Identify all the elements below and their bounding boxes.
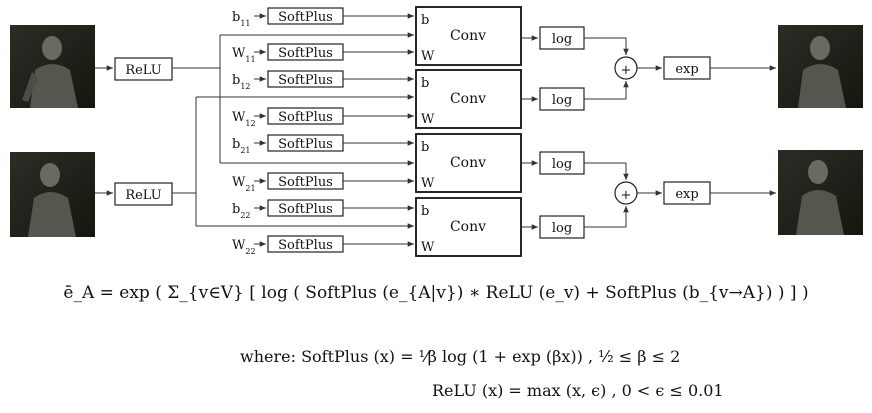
softplus-label: SoftPlus xyxy=(278,175,333,190)
softplus-row-8: W22 SoftPlus xyxy=(232,235,414,256)
conv-block-3: b W Conv xyxy=(415,133,522,193)
svg-text:ReLU: ReLU xyxy=(125,188,161,203)
conv-block-2: b W Conv xyxy=(415,69,522,129)
conv-port-b: b xyxy=(421,140,429,155)
relu-bottom-wires xyxy=(172,94,414,229)
param-label: W11 xyxy=(232,46,256,64)
network-diagram: ReLU ReLU b11 SoftPlus W11 SoftPlus b12 SoftP… xyxy=(10,6,863,257)
param-label: W21 xyxy=(232,175,256,193)
softplus-definition: where: SoftPlus (x) = ¹⁄β log (1 + exp (… xyxy=(240,347,681,366)
conv-port-b: b xyxy=(421,13,429,28)
softplus-row-6: W21 SoftPlus xyxy=(232,172,414,193)
input-image-bottom xyxy=(10,152,95,237)
relu-box-bottom: ReLU xyxy=(95,182,173,206)
param-label: b11 xyxy=(232,10,251,28)
softplus-row-4: W12 SoftPlus xyxy=(232,107,414,128)
softplus-label: SoftPlus xyxy=(278,137,333,152)
softplus-row-5: b21 SoftPlus xyxy=(232,134,414,155)
conv-port-w: W xyxy=(421,176,435,191)
conv-port-w: W xyxy=(421,49,435,64)
softplus-row-1: b11 SoftPlus xyxy=(232,7,414,28)
softplus-label: SoftPlus xyxy=(278,110,333,125)
conv-port-w: W xyxy=(421,240,435,255)
softplus-label: SoftPlus xyxy=(278,73,333,88)
svg-text:ReLU: ReLU xyxy=(125,63,161,78)
softplus-row-7: b22 SoftPlus xyxy=(232,199,414,220)
softplus-label: SoftPlus xyxy=(278,46,333,61)
exp-label: exp xyxy=(675,62,698,77)
svg-text:+: + xyxy=(621,63,632,78)
param-label: W12 xyxy=(232,110,256,128)
param-label: b12 xyxy=(232,73,251,91)
relu-top-wires xyxy=(172,32,414,166)
conv-label: Conv xyxy=(450,91,486,107)
svg-text:log: log xyxy=(552,93,572,108)
post-processing: log log log log + exp + exp xyxy=(521,26,776,239)
relu-definition: ReLU (x) = max (x, ϵ) , 0 < ϵ ≤ 0.01 xyxy=(432,381,724,400)
svg-text:log: log xyxy=(552,32,572,47)
log-block-1: log xyxy=(521,26,585,50)
svg-text:+: + xyxy=(621,188,632,203)
output-image-top xyxy=(778,25,863,108)
softplus-row-2: W11 SoftPlus xyxy=(232,43,414,64)
param-label: b21 xyxy=(232,137,251,155)
conv-block-1: b W Conv xyxy=(415,6,522,66)
softplus-rows: b11 SoftPlus W11 SoftPlus b12 SoftPlus W12 Soft… xyxy=(232,7,414,256)
log-block-4: log xyxy=(521,215,585,239)
conv-block-4: b W Conv xyxy=(415,197,522,257)
conv-port-b: b xyxy=(421,76,429,91)
log-block-2: log xyxy=(521,87,585,111)
sum-node-2: + exp xyxy=(584,162,776,228)
output-image-bottom xyxy=(778,150,863,235)
svg-text:log: log xyxy=(552,157,572,172)
param-label: b22 xyxy=(232,202,251,220)
relu-box-top: ReLU xyxy=(95,57,173,81)
conv-label: Conv xyxy=(450,219,486,235)
conv-port-w: W xyxy=(421,112,435,127)
softplus-label: SoftPlus xyxy=(278,10,333,25)
softplus-row-3: b12 SoftPlus xyxy=(232,70,414,91)
exp-label: exp xyxy=(675,187,698,202)
sum-node-1: + exp xyxy=(584,37,776,100)
conv-label: Conv xyxy=(450,28,486,44)
svg-text:log: log xyxy=(552,221,572,236)
param-label: W22 xyxy=(232,238,256,256)
conv-port-b: b xyxy=(421,204,429,219)
conv-label: Conv xyxy=(450,155,486,171)
softplus-label: SoftPlus xyxy=(278,202,333,217)
log-block-3: log xyxy=(521,151,585,175)
input-image-top xyxy=(10,25,95,108)
main-equation: ē_A = exp ( Σ_{v∈V} [ log ( SoftPlus (e_… xyxy=(63,283,809,303)
softplus-label: SoftPlus xyxy=(278,238,333,253)
